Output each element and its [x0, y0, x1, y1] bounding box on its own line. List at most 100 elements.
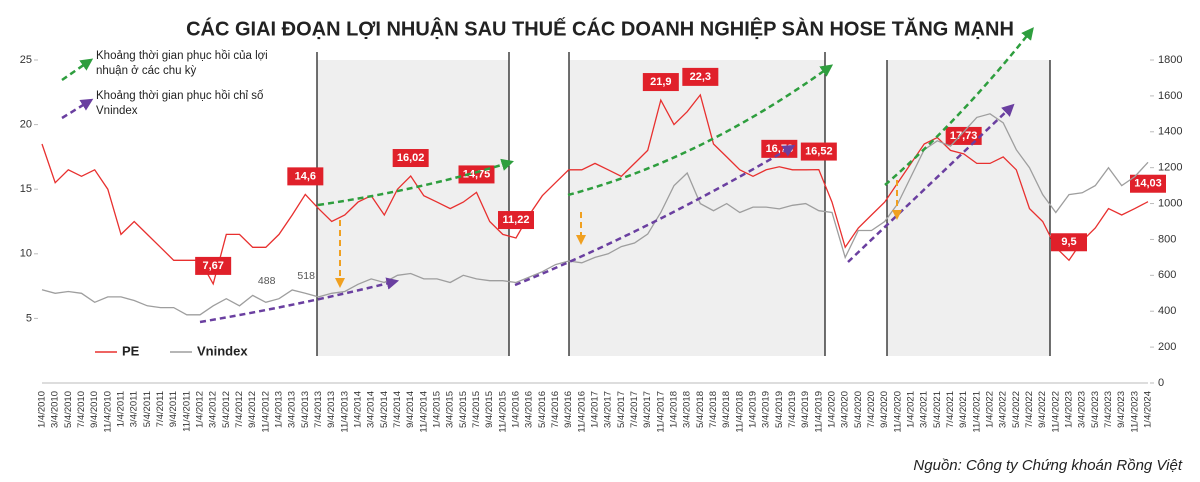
x-tick-label: 1/4/2018 [669, 391, 680, 428]
x-tick-label: 3/4/2022 [998, 391, 1009, 428]
x-tick-label: 1/4/2023 [1064, 391, 1075, 428]
x-tick-label: 1/4/2022 [985, 391, 996, 428]
y-tick-label: 25 [20, 54, 32, 66]
x-tick-label: 1/4/2016 [511, 391, 522, 428]
x-tick-label: 7/4/2022 [1024, 391, 1035, 428]
x-tick-label: 9/4/2015 [484, 391, 495, 428]
x-tick-label: 5/4/2017 [616, 391, 627, 428]
x-tick-label: 7/4/2011 [155, 391, 166, 427]
y2-tick-label: 1800 [1158, 54, 1182, 66]
y2-tick-label: 1000 [1158, 197, 1182, 209]
x-tick-label: 11/4/2017 [655, 391, 666, 433]
x-tick-label: 11/4/2011 [181, 391, 192, 432]
x-tick-label: 3/4/2023 [1077, 391, 1088, 428]
legend-label: Vnindex [197, 343, 248, 358]
x-tick-label: 5/4/2012 [221, 391, 232, 428]
x-tick-label: 11/4/2018 [734, 391, 745, 433]
trend-arrows [61, 27, 1034, 324]
x-tick-label: 7/4/2010 [76, 391, 87, 428]
y2-tick-label: 1200 [1158, 162, 1182, 174]
x-tick-label: 9/4/2019 [800, 391, 811, 428]
value-label: 14,03 [1134, 178, 1162, 190]
x-tick-label: 11/4/2015 [497, 391, 508, 433]
x-tick-label: 11/4/2023 [1129, 391, 1140, 433]
x-tick-label: 7/4/2023 [1103, 391, 1114, 428]
x-tick-label: 1/4/2010 [37, 391, 48, 428]
x-tick-label: 11/4/2012 [260, 391, 271, 433]
x-tick-label: 5/4/2022 [1011, 391, 1022, 428]
x-tick-label: 3/4/2010 [50, 391, 61, 428]
x-tick-label: 9/4/2022 [1037, 391, 1048, 428]
x-tick-label: 7/4/2014 [392, 391, 403, 428]
x-tick-label: 3/4/2020 [840, 391, 851, 428]
x-tick-label: 9/4/2014 [405, 391, 416, 428]
x-tick-label: 7/4/2012 [234, 391, 245, 428]
value-label-box [498, 211, 534, 230]
y2-tick-label: 600 [1158, 269, 1176, 281]
x-tick-label: 3/4/2021 [919, 391, 930, 428]
value-label-box [392, 149, 429, 168]
x-tick-label: 9/4/2011 [168, 391, 179, 427]
x-tick-label: 3/4/2018 [682, 391, 693, 428]
x-tick-label: 7/4/2020 [866, 391, 877, 428]
x-tick-label: 11/4/2021 [971, 391, 982, 433]
x-tick-label: 1/4/2020 [827, 391, 838, 428]
x-tick-label: 11/4/2016 [576, 391, 587, 433]
value-label-box [945, 126, 982, 145]
x-tick-label: 3/4/2012 [208, 391, 219, 428]
period-band [569, 60, 825, 356]
x-tick-label: 1/4/2014 [353, 391, 364, 428]
x-tick-label: 1/4/2021 [906, 391, 917, 428]
value-label: 16,02 [397, 152, 425, 164]
x-tick-label: 5/4/2011 [142, 391, 153, 427]
value-label-box [642, 73, 679, 92]
x-tick-label: 3/4/2011 [129, 391, 140, 427]
x-tick-label: 5/4/2020 [853, 391, 864, 428]
y2-tick-label: 0 [1158, 377, 1164, 389]
x-tick-label: 7/4/2018 [708, 391, 719, 428]
x-tick-label: 1/4/2012 [195, 391, 206, 428]
x-tick-label: 7/4/2021 [945, 391, 956, 428]
value-label: 21,9 [650, 76, 671, 88]
x-tick-label: 11/4/2010 [102, 391, 113, 433]
green-arrow [317, 158, 514, 207]
y2-tick-label: 200 [1158, 341, 1176, 353]
period-band [887, 60, 1050, 356]
legend-label: PE [122, 343, 140, 358]
x-tick-label: 11/4/2013 [339, 391, 350, 433]
purple-arrow [199, 277, 400, 324]
x-tick-label: 9/4/2020 [879, 391, 890, 428]
x-tick-label: 11/4/2014 [418, 391, 429, 433]
x-tick-label: 1/4/2019 [748, 391, 759, 428]
x-tick-label: 5/4/2016 [537, 391, 548, 428]
value-label-box [287, 167, 324, 186]
x-tick-label: 3/4/2013 [287, 391, 298, 428]
y2-tick-label: 1400 [1158, 126, 1182, 138]
annotation-text: Khoảng thời gian phục hồi chỉ số [96, 90, 264, 102]
series-line [41, 93, 1149, 286]
value-label-box [195, 256, 232, 275]
y2-tick-label: 1600 [1158, 90, 1182, 102]
x-tick-label: 3/4/2015 [445, 391, 456, 428]
source-note: Nguồn: Công ty Chứng khoán Rồng Việt [913, 457, 1182, 474]
x-tick-label: 9/4/2010 [89, 391, 100, 428]
annotation-text: nhuận ở các chu kỳ [96, 65, 196, 77]
y-tick-label: 10 [20, 248, 32, 260]
value-label: 16,52 [805, 145, 833, 157]
x-tick-label: 5/4/2019 [774, 391, 785, 428]
x-tick-label: 1/4/2011 [116, 391, 127, 427]
x-tick-label: 5/4/2021 [932, 391, 943, 428]
x-tick-label: 5/4/2010 [63, 391, 74, 428]
legend-arrow [61, 58, 94, 82]
green-arrow [567, 64, 834, 197]
x-tick-label: 9/4/2016 [563, 391, 574, 428]
value-label: 14,75 [463, 168, 491, 180]
x-tick-label: 7/4/2013 [313, 391, 324, 428]
x-tick-label: 1/4/2017 [590, 391, 601, 428]
chart-title: CÁC GIAI ĐOẠN LỢI NHUẬN SAU THUẾ CÁC DOA… [186, 16, 1014, 40]
x-tick-label: 7/4/2019 [787, 391, 798, 428]
x-tick-label: 11/4/2022 [1050, 391, 1061, 433]
x-tick-label: 11/4/2020 [892, 391, 903, 433]
x-tick-label: 5/4/2013 [300, 391, 311, 428]
